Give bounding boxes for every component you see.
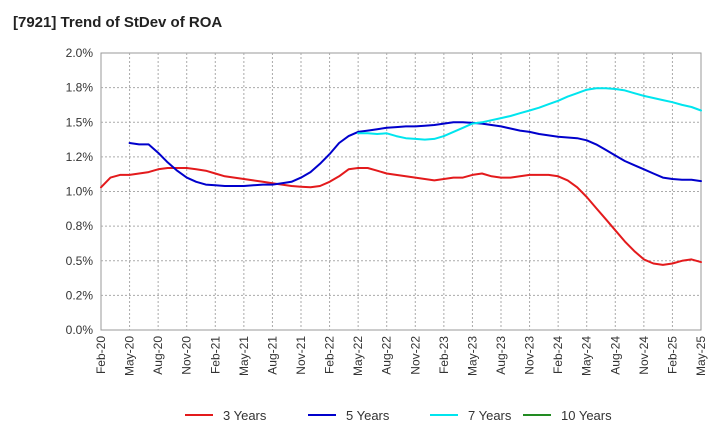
x-tick-label: May-22 [351, 336, 365, 376]
y-tick-label: 0.8% [66, 219, 94, 233]
legend: 3 Years 5 Years 7 Years 10 Years [185, 408, 612, 423]
chart-title: [7921] Trend of StDev of ROA [13, 14, 223, 31]
x-tick-label: Aug-22 [380, 336, 394, 375]
x-tick-label: Aug-21 [265, 336, 279, 375]
x-tick-label: Feb-23 [437, 336, 451, 374]
x-tick-label: Nov-24 [637, 336, 651, 375]
x-tick-label: Feb-21 [208, 336, 222, 374]
x-tick-label: Feb-25 [665, 336, 679, 374]
x-tick-label: May-20 [123, 336, 137, 376]
x-tick-label: Nov-23 [523, 336, 537, 375]
y-tick-label: 0.0% [66, 323, 94, 337]
x-tick-label: May-25 [694, 336, 708, 376]
x-tick-label: Feb-20 [94, 336, 108, 374]
legend-label-10-years: 10 Years [561, 408, 612, 423]
series-line-5-years [128, 121, 702, 187]
y-axis-ticks: 0.0% 0.2% 0.5% 0.8% 1.0% 1.2% 1.5% 1.8% 2.0% [66, 46, 94, 337]
y-tick-label: 2.0% [66, 46, 94, 60]
x-tick-label: Feb-24 [551, 336, 565, 374]
series-line-7-years [357, 87, 702, 141]
y-tick-label: 1.2% [66, 150, 94, 164]
x-tick-label: Nov-22 [408, 336, 422, 375]
x-axis-ticks: Feb-20 May-20 Aug-20 Nov-20 Feb-21 May-21 Aug-… [94, 336, 708, 376]
x-tick-label: May-24 [580, 336, 594, 376]
legend-label-7-years: 7 Years [468, 408, 512, 423]
x-tick-label: Feb-22 [323, 336, 337, 374]
y-tick-label: 1.0% [66, 185, 94, 199]
x-tick-label: Aug-20 [151, 336, 165, 375]
y-tick-label: 0.2% [66, 288, 94, 302]
series-line-3-years [100, 167, 702, 266]
legend-label-3-years: 3 Years [223, 408, 267, 423]
x-tick-label: Nov-21 [294, 336, 308, 375]
legend-label-5-years: 5 Years [346, 408, 390, 423]
y-tick-label: 0.5% [66, 254, 94, 268]
y-tick-label: 1.8% [66, 81, 94, 95]
x-tick-label: May-21 [237, 336, 251, 376]
y-tick-label: 1.5% [66, 115, 94, 129]
x-tick-label: Aug-23 [494, 336, 508, 375]
x-tick-label: May-23 [465, 336, 479, 376]
x-tick-label: Aug-24 [608, 336, 622, 375]
series-layer [100, 87, 702, 266]
x-tick-label: Nov-20 [180, 336, 194, 375]
